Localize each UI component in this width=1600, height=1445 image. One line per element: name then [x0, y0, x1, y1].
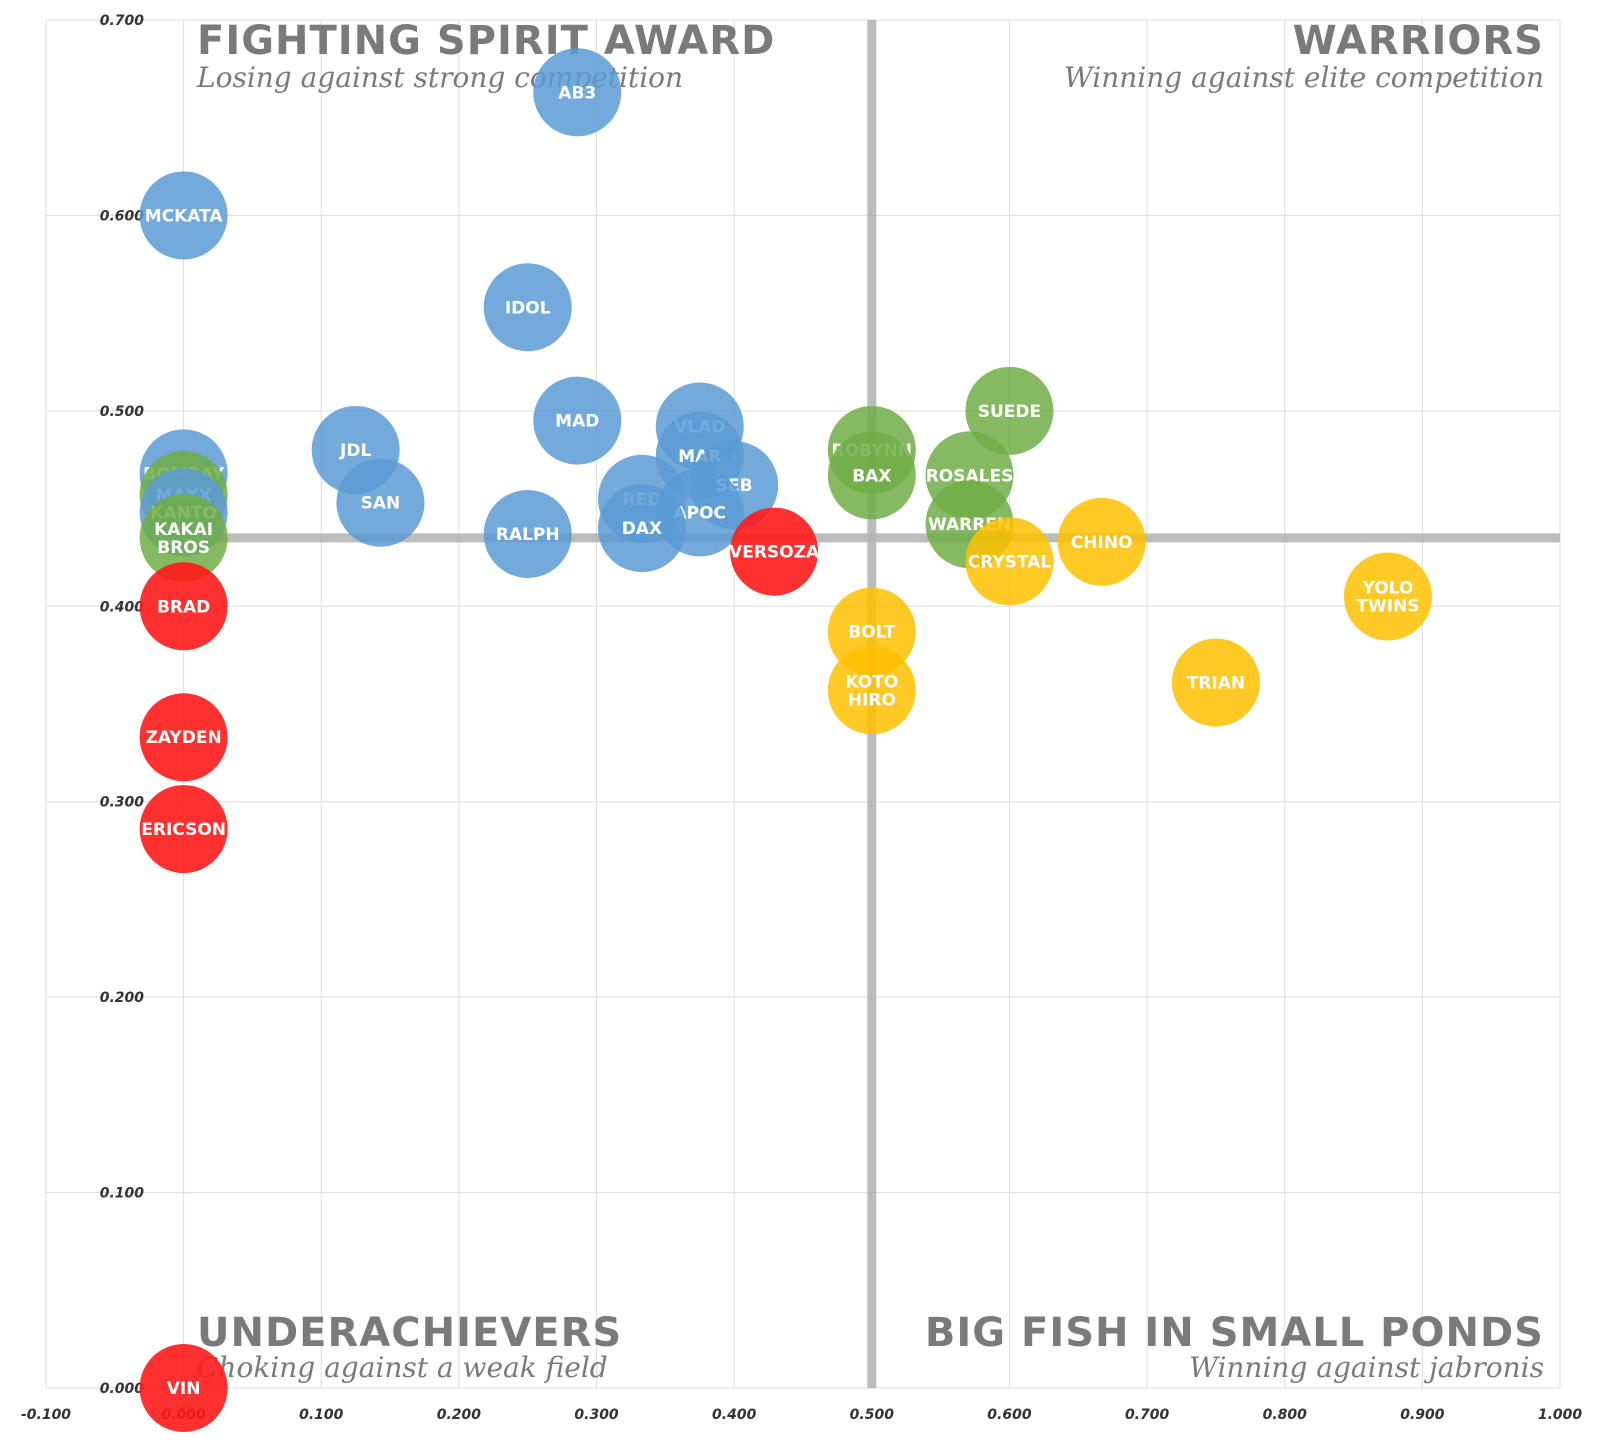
quadrant-title-top-right: WARRIORS	[1293, 18, 1544, 64]
point-ralph[interactable]: RALPH	[483, 489, 572, 578]
bubble-label: ERICSON	[141, 820, 226, 840]
quadrant-subtitle-bottom-right: Winning against jabronis	[1189, 1351, 1544, 1384]
bubble-label: SUEDE	[978, 402, 1041, 422]
bubble-label: ZAYDEN	[146, 728, 222, 748]
point-ab3[interactable]: AB3	[533, 48, 622, 137]
bubble-label: APOC	[673, 503, 726, 523]
quadrant-title-top-left: FIGHTING SPIRIT AWARD	[197, 18, 775, 64]
bubble-label: IDOL	[505, 298, 551, 318]
x-tick-label: 0.700	[1125, 1407, 1170, 1423]
point-suede[interactable]: SUEDE	[965, 366, 1054, 455]
x-tick-label: 1.000	[1538, 1407, 1583, 1423]
axis-tick-labels: -0.100 0.000 0.100 0.200 0.300 0.400 0.500 0.60…	[21, 13, 1582, 1423]
gridlines	[45, 19, 1561, 1389]
bubble-label: JDL	[339, 441, 371, 461]
y-tick-label: 0.100	[100, 1186, 145, 1202]
bubble-chino[interactable]	[1057, 497, 1146, 586]
quadrant-title-bottom-left: UNDERACHIEVERS	[197, 1310, 622, 1356]
bubble-ericson[interactable]	[139, 785, 228, 874]
bubble-bax[interactable]	[827, 431, 916, 520]
bubble-kakai-bros[interactable]	[139, 493, 228, 582]
quadrant-subtitle-bottom-left: Choking against a weak field	[197, 1351, 608, 1384]
point-vin[interactable]: VIN	[139, 1344, 228, 1432]
quadrant-title-bottom-right: BIG FISH IN SMALL PONDS	[925, 1310, 1544, 1356]
y-tick-label: 0.600	[100, 208, 145, 224]
x-tick-label: 0.600	[987, 1407, 1032, 1423]
point-bax[interactable]: BAX	[827, 431, 916, 520]
y-tick-label: 0.500	[100, 404, 145, 420]
bubble-trian[interactable]	[1171, 638, 1260, 727]
bubble-label: AB3	[558, 83, 596, 103]
bubble-label: BROS	[157, 538, 210, 558]
bubble-label: BRAD	[157, 597, 210, 617]
bubble-label: VIN	[167, 1379, 201, 1399]
bubble-label: KAKAI	[154, 520, 213, 540]
point-trian[interactable]: TRIAN	[1171, 638, 1260, 727]
bubble-label: MCKATA	[145, 206, 224, 226]
x-tick-label: 0.100	[299, 1407, 344, 1423]
bubble-koto-hiro[interactable]	[827, 646, 916, 735]
y-tick-label: 0.200	[100, 990, 145, 1006]
bubble-ralph[interactable]	[483, 489, 572, 578]
point-ericson[interactable]: ERICSON	[139, 785, 228, 874]
bubble-dax[interactable]	[597, 484, 686, 573]
point-brad[interactable]: BRAD	[139, 562, 228, 651]
data-points: AB3MCKATAIDOLMADVLADJDLMARSEBSANREDAPOCR…	[139, 48, 1432, 1432]
point-dax[interactable]: DAX	[597, 484, 686, 573]
y-tick-label: 0.700	[100, 13, 145, 29]
bubble-label: MAD	[555, 412, 599, 432]
x-tick-label: 0.400	[712, 1407, 757, 1423]
bubble-ab3[interactable]	[533, 48, 622, 137]
bubble-san[interactable]	[336, 458, 425, 547]
bubble-label: BAX	[852, 466, 891, 486]
y-tick-label: 0.000	[100, 1381, 145, 1397]
bubble-label: DAX	[622, 519, 662, 539]
bubble-mad[interactable]	[533, 376, 622, 465]
quadrant-subtitle-top-right: Winning against elite competition	[1064, 61, 1544, 94]
bubble-label: CRYSTAL	[968, 552, 1052, 572]
x-tick-label: 0.200	[437, 1407, 482, 1423]
bubble-label: BOLT	[848, 623, 895, 643]
bubble-label: ROSALES	[926, 466, 1014, 486]
bubble-label: TRIAN	[1187, 674, 1245, 694]
x-tick-label: -0.100	[21, 1407, 71, 1423]
point-chino[interactable]: CHINO	[1057, 497, 1146, 586]
bubble-crystal[interactable]	[965, 517, 1054, 606]
bubble-suede[interactable]	[965, 366, 1054, 455]
bubble-label: SAN	[361, 494, 401, 514]
bubble-mckata[interactable]	[139, 171, 228, 260]
x-tick-label: 0.300	[574, 1407, 619, 1423]
point-zayden[interactable]: ZAYDEN	[139, 693, 228, 782]
x-tick-label: 0.900	[1400, 1407, 1445, 1423]
bubble-zayden[interactable]	[139, 693, 228, 782]
point-versoza[interactable]: VERSOZA	[729, 507, 820, 596]
bubble-label: HIRO	[848, 690, 896, 710]
point-san[interactable]: SAN	[336, 458, 425, 547]
bubble-label: VERSOZA	[729, 543, 820, 563]
point-mckata[interactable]: MCKATA	[139, 171, 228, 260]
bubble-label: RALPH	[496, 525, 560, 545]
bubble-label: CHINO	[1071, 533, 1133, 553]
bubble-idol[interactable]	[483, 263, 572, 352]
x-tick-label: 0.800	[1263, 1407, 1308, 1423]
bubble-brad[interactable]	[139, 562, 228, 651]
bubble-vin[interactable]	[139, 1344, 228, 1432]
y-tick-label: 0.400	[100, 599, 145, 615]
bubble-yolo-twins[interactable]	[1343, 552, 1432, 641]
point-crystal[interactable]: CRYSTAL	[965, 517, 1054, 606]
bubble-label: KOTO	[845, 672, 898, 692]
bubble-label: TWINS	[1356, 597, 1419, 617]
bubble-versoza[interactable]	[730, 507, 819, 596]
point-idol[interactable]: IDOL	[483, 263, 572, 352]
x-tick-label: 0.500	[850, 1407, 895, 1423]
point-mad[interactable]: MAD	[533, 376, 622, 465]
y-tick-label: 0.300	[100, 795, 145, 811]
bubble-label: YOLO	[1362, 579, 1414, 599]
